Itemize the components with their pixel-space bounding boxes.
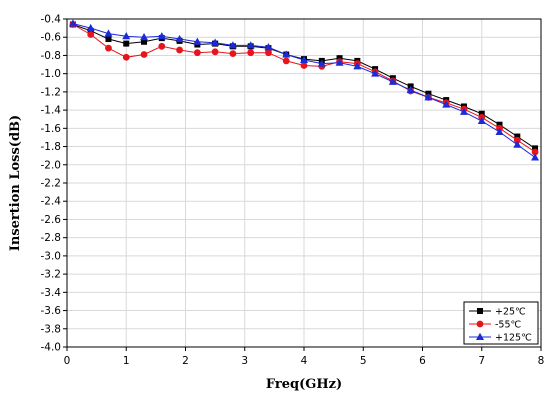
data-point	[211, 48, 219, 56]
y-tick-label: -1.4	[41, 105, 62, 117]
x-tick-label: 4	[301, 355, 308, 367]
data-point	[531, 153, 540, 161]
data-point	[141, 38, 148, 45]
data-point	[478, 110, 485, 117]
data-point	[193, 49, 201, 57]
legend-marker	[476, 332, 484, 340]
y-tick-label: -1.8	[41, 141, 62, 153]
data-point	[105, 44, 112, 52]
y-tick-label: -3.0	[41, 250, 62, 262]
data-point	[282, 57, 290, 65]
y-tick-label: -2.6	[41, 214, 62, 226]
data-point	[442, 100, 451, 108]
data-point	[300, 62, 308, 69]
y-tick-label: -0.4	[41, 14, 62, 26]
data-point	[211, 38, 220, 46]
grid	[66, 18, 542, 348]
data-point	[532, 145, 539, 152]
y-axis-title: Insertion Loss(dB)	[8, 115, 23, 251]
data-point	[68, 19, 77, 27]
data-point	[86, 23, 95, 32]
data-point	[87, 31, 95, 38]
y-tick-label: -4.0	[41, 342, 62, 354]
y-tick-label: -2.8	[41, 232, 62, 244]
axis-ticks: -0.4 -0.6 -0.8 -1.0 -1.2 -1.4 -1.6 -1.8 -2.0 -2.2…	[41, 14, 545, 368]
data-point	[371, 69, 380, 77]
data-point	[424, 93, 433, 101]
x-tick-label: 8	[538, 355, 545, 367]
data-point	[175, 34, 184, 43]
y-tick-label: -2.0	[41, 159, 62, 171]
y-tick-label: -1.2	[41, 86, 62, 98]
data-point	[264, 43, 273, 51]
data-point	[335, 58, 344, 66]
data-point	[122, 53, 130, 61]
legend-box	[463, 301, 539, 345]
x-axis-title: Freq(GHz)	[266, 377, 342, 392]
legend-marker	[476, 320, 484, 328]
y-tick-label: -3.2	[41, 269, 62, 281]
data-point	[158, 42, 166, 50]
data-point	[300, 55, 308, 63]
x-tick-label: 6	[419, 355, 426, 367]
y-tick-label: -3.4	[41, 287, 62, 299]
data-point	[531, 148, 539, 156]
x-tick-label: 7	[478, 355, 485, 367]
data-point	[317, 59, 326, 67]
y-tick-label: -3.8	[41, 323, 62, 335]
x-tick-label: 3	[241, 355, 248, 367]
x-tick-label: 2	[182, 355, 189, 367]
data-point	[176, 46, 183, 54]
data-point	[282, 50, 291, 58]
data-point	[246, 41, 255, 49]
legend: +25℃ -55℃ +125℃	[463, 301, 539, 345]
y-tick-label: -1.6	[41, 123, 62, 135]
legend-marker	[477, 308, 483, 314]
data-point	[513, 140, 522, 148]
data-point	[265, 49, 272, 57]
y-tick-label: -2.4	[41, 196, 62, 208]
series-group	[68, 19, 540, 161]
data-point	[157, 32, 166, 40]
data-point	[105, 36, 112, 43]
data-point	[140, 51, 148, 58]
data-point	[193, 37, 202, 45]
y-tick-label: -0.8	[41, 50, 62, 62]
x-tick-label: 5	[360, 355, 367, 367]
data-point	[336, 55, 343, 62]
data-point	[228, 41, 237, 49]
legend-label: +125℃	[495, 333, 532, 344]
legend-label: +25℃	[495, 307, 526, 318]
data-point	[122, 32, 131, 40]
data-point	[459, 107, 468, 115]
legend-label: -55℃	[495, 320, 522, 331]
data-point	[104, 29, 113, 37]
series-3	[68, 19, 540, 161]
data-point	[477, 116, 486, 125]
data-point	[495, 127, 504, 135]
y-tick-label: -3.6	[41, 305, 62, 317]
data-point	[513, 136, 521, 144]
data-point	[123, 40, 130, 47]
data-point	[496, 121, 503, 128]
data-point	[353, 62, 362, 70]
data-point	[247, 49, 255, 57]
data-point	[140, 33, 149, 41]
data-point	[229, 50, 237, 58]
x-tick-label: 1	[123, 355, 130, 367]
data-point	[514, 133, 521, 140]
y-tick-label: -2.2	[41, 178, 62, 190]
y-tick-label: -0.6	[41, 32, 62, 44]
y-tick-label: -1.0	[41, 68, 62, 80]
x-tick-label: 0	[64, 355, 71, 367]
data-point	[388, 77, 397, 85]
data-point	[406, 85, 415, 94]
